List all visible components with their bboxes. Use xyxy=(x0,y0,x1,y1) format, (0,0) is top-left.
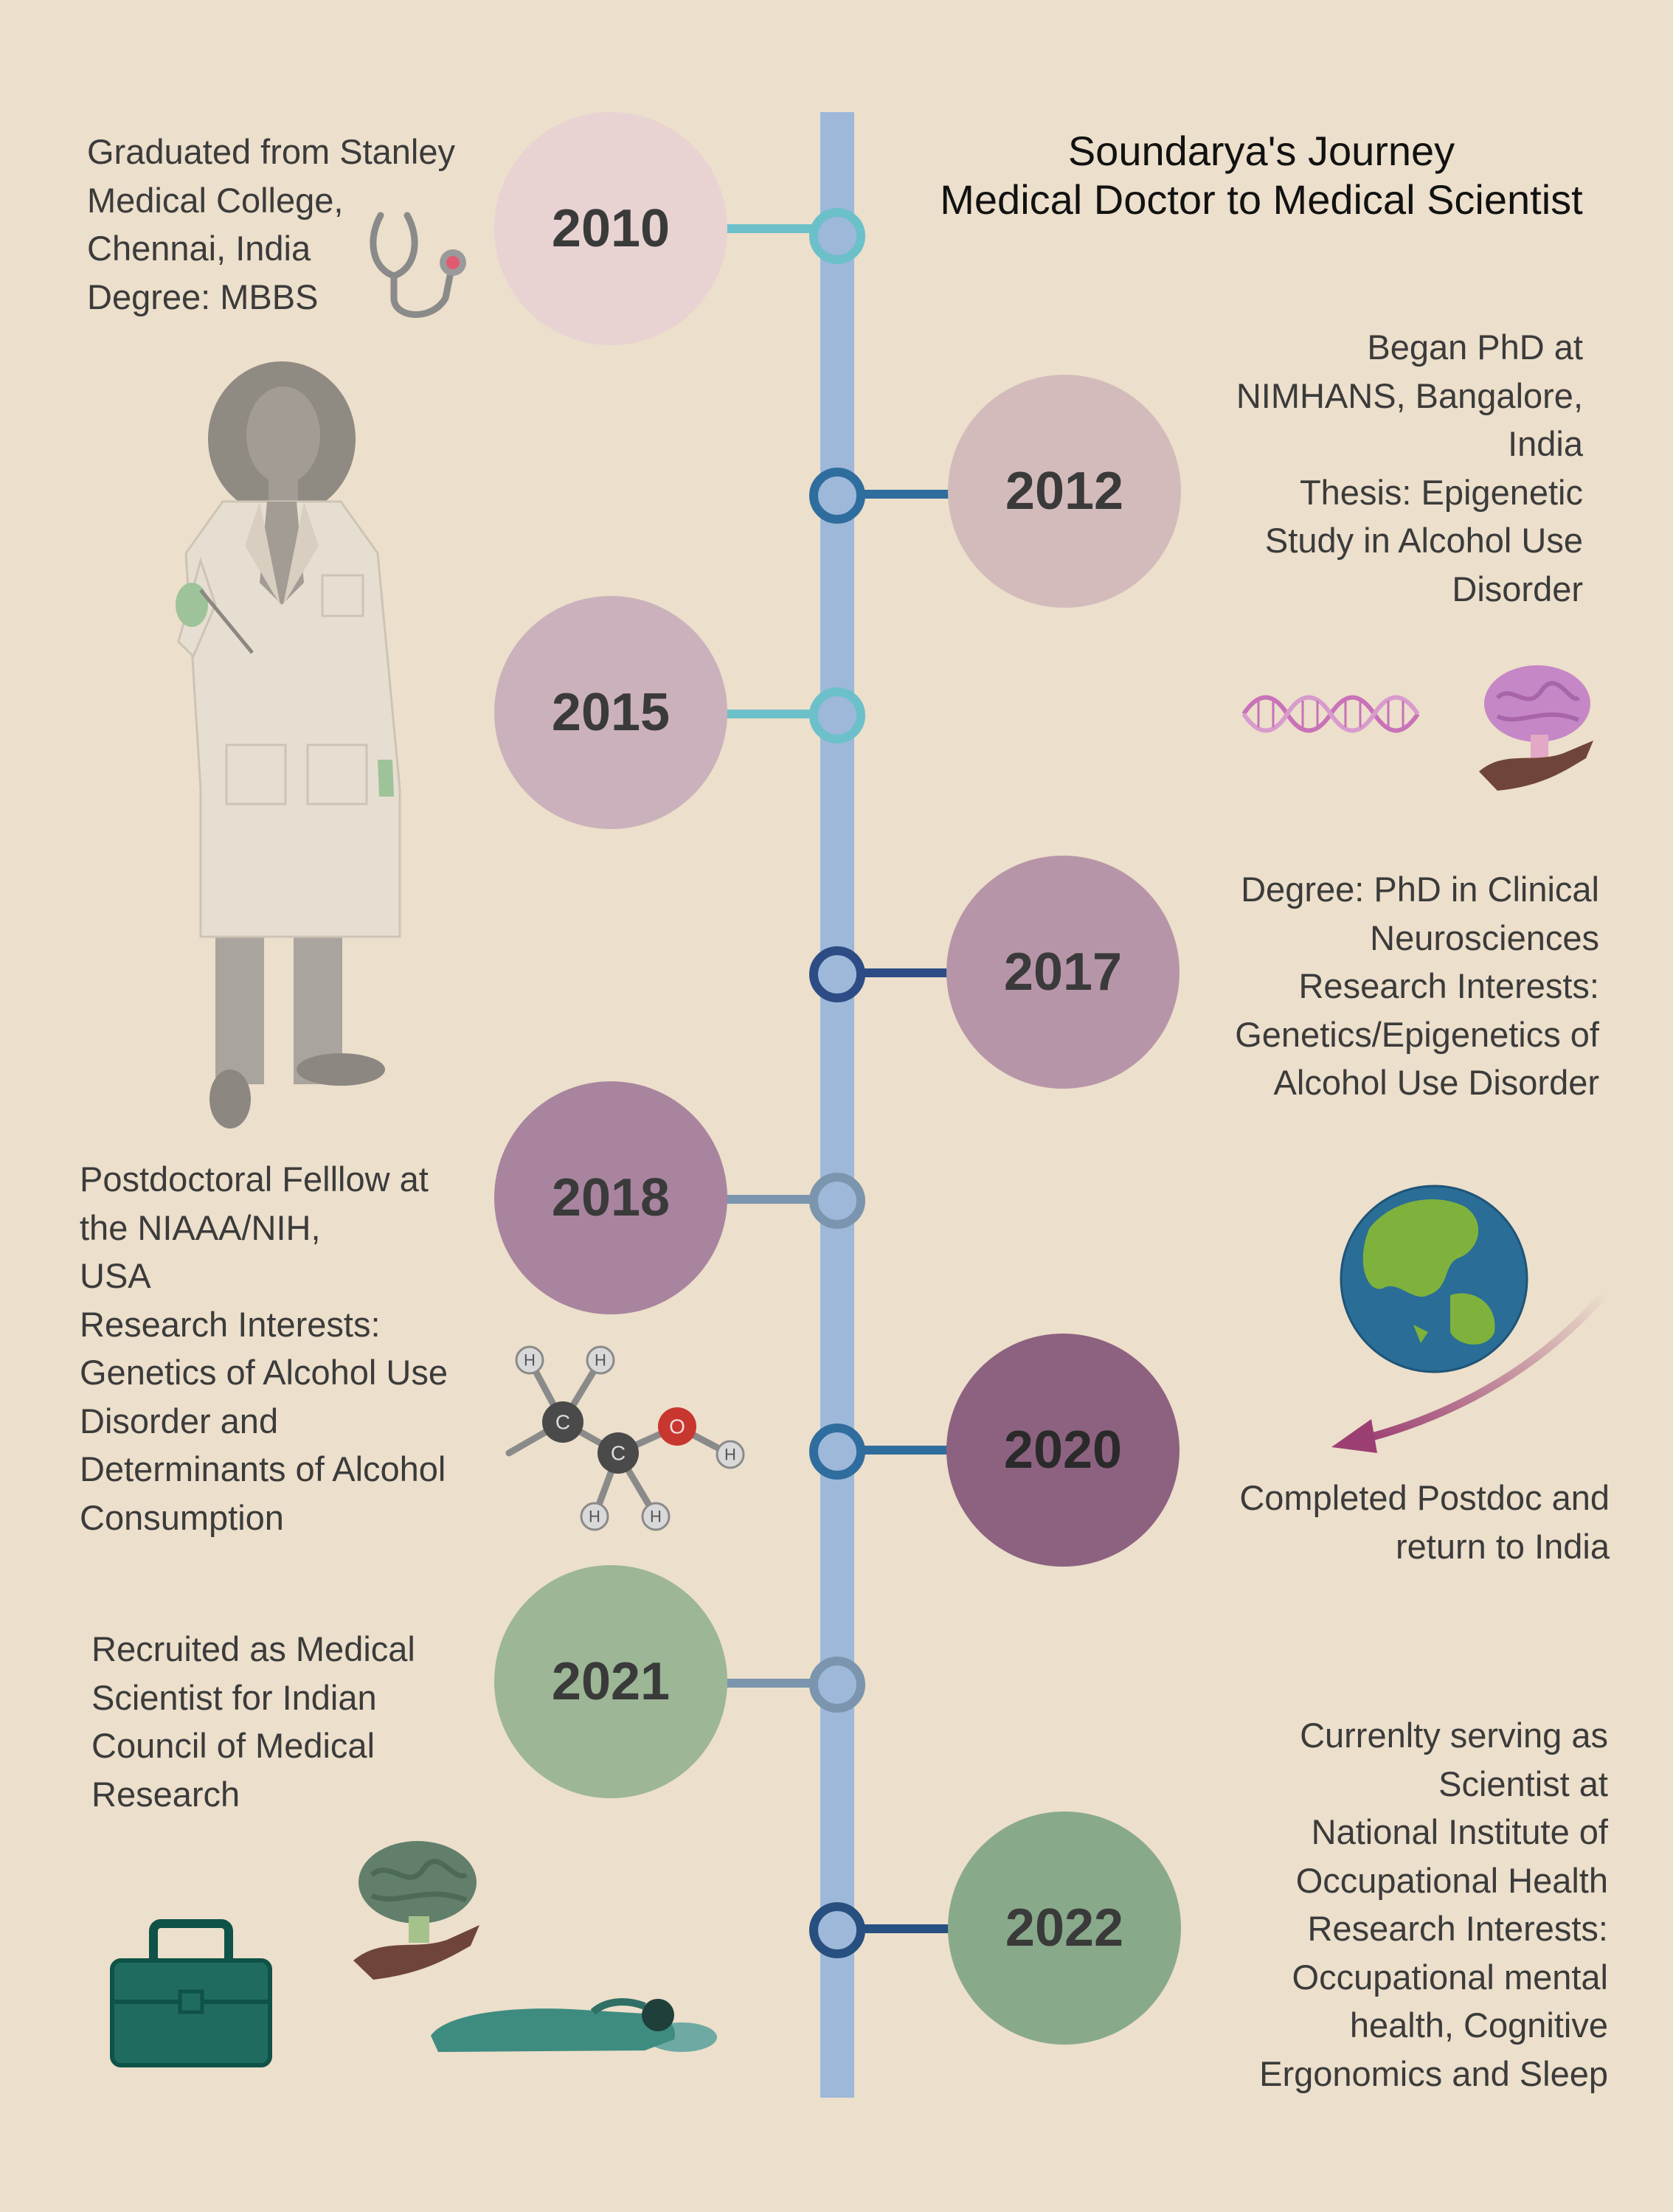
year-label-2015: 2015 xyxy=(551,683,671,742)
atom-c-1: C xyxy=(555,1411,570,1434)
year-circle-2017: 2017 xyxy=(946,856,1180,1089)
sleeping-person-icon xyxy=(431,1998,717,2052)
year-circle-2018: 2018 xyxy=(494,1081,727,1314)
toolbox-icon xyxy=(110,1919,272,2067)
timeline-axis xyxy=(820,112,854,2098)
year-label-2021: 2021 xyxy=(551,1652,671,1711)
node-2018 xyxy=(809,1173,865,1229)
atom-h-5: H xyxy=(724,1446,736,1464)
year-circle-2021: 2021 xyxy=(494,1565,727,1798)
title-line-1: Soundarya's Journey xyxy=(1067,128,1455,174)
node-2010 xyxy=(809,208,865,264)
year-circle-2022: 2022 xyxy=(948,1811,1181,2045)
atom-h-3: H xyxy=(589,1508,600,1526)
node-2020 xyxy=(809,1424,865,1480)
connector-2018 xyxy=(723,1195,823,1204)
atom-h-1: H xyxy=(524,1351,536,1370)
globe-icon xyxy=(1340,1185,1528,1373)
page-title: Soundarya's Journey Medical Doctor to Me… xyxy=(878,127,1645,224)
connector-2012 xyxy=(856,490,952,499)
year-label-2012: 2012 xyxy=(1005,462,1124,521)
connector-2010 xyxy=(723,224,823,233)
node-2012 xyxy=(809,468,865,524)
atom-h-2: H xyxy=(595,1351,606,1370)
atom-c-2: C xyxy=(611,1442,626,1465)
year-label-2010: 2010 xyxy=(551,199,671,258)
year-label-2022: 2022 xyxy=(1005,1899,1124,1958)
stethoscope-icon xyxy=(370,212,466,318)
node-2017 xyxy=(809,946,865,1002)
connector-2020 xyxy=(856,1446,952,1455)
return-arrow-icon xyxy=(1331,1289,1609,1453)
connector-2022 xyxy=(856,1924,952,1933)
atom-o-1: O xyxy=(669,1415,685,1438)
connector-2015 xyxy=(723,710,823,718)
milestone-text-2010: Graduated from Stanley Medical College, … xyxy=(87,132,455,316)
year-label-2017: 2017 xyxy=(1003,943,1123,1002)
milestone-text-2017: Degree: PhD in Clinical Neurosciences Re… xyxy=(1235,870,1599,1102)
year-circle-2020: 2020 xyxy=(946,1334,1180,1567)
node-2022 xyxy=(809,1902,865,1958)
connector-2021 xyxy=(723,1679,823,1688)
milestone-text-2018: Postdoctoral Felllow at the NIAAA/NIH, U… xyxy=(80,1159,448,1537)
year-label-2020: 2020 xyxy=(1003,1421,1123,1480)
title-line-2: Medical Doctor to Medical Scientist xyxy=(940,176,1583,223)
brain-in-hand-icon xyxy=(1479,665,1593,791)
milestone-text-2021: Recruited as Medical Scientist for India… xyxy=(91,1629,415,1814)
year-label-2018: 2018 xyxy=(551,1168,671,1227)
year-circle-2010: 2010 xyxy=(494,112,727,345)
dna-icon xyxy=(1241,695,1420,733)
connector-2017 xyxy=(856,968,952,977)
node-2021 xyxy=(809,1657,865,1713)
brain-in-hand-icon-green xyxy=(353,1841,479,1980)
atom-h-4: H xyxy=(650,1508,662,1526)
milestone-text-2020: Completed Postdoc and return to India xyxy=(1239,1478,1610,1566)
node-2015 xyxy=(809,687,865,743)
milestone-text-2012: Began PhD at NIMHANS, Bangalore, India T… xyxy=(1236,327,1583,609)
ethanol-molecule-icon: H H H H H C C O xyxy=(505,1345,745,1531)
milestone-text-2022: Currenlty serving as Scientist at Nation… xyxy=(1259,1716,1608,2093)
year-circle-2012: 2012 xyxy=(948,375,1181,608)
scientist-figure xyxy=(176,361,401,1128)
year-circle-2015: 2015 xyxy=(494,596,727,829)
